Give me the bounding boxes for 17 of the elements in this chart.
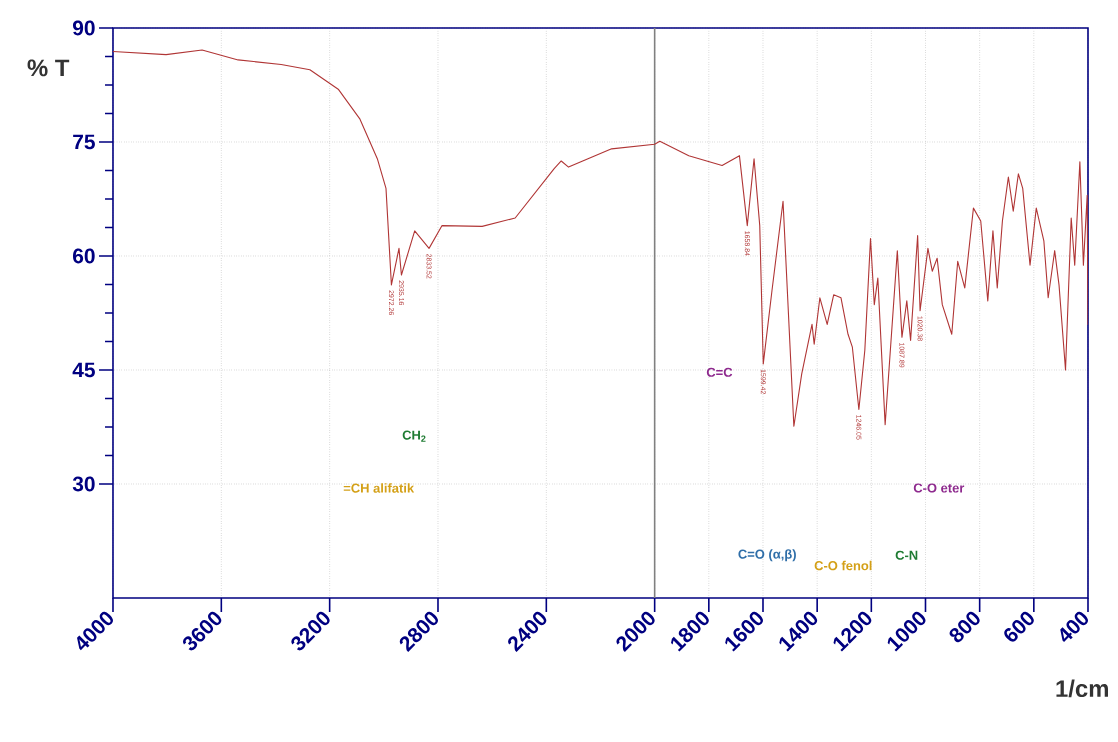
x-tick-label: 400 bbox=[1060, 611, 1088, 642]
y-axis-title: % T bbox=[27, 59, 70, 77]
y-tick-label: 45 bbox=[72, 362, 95, 378]
annotation: =CH alifatik bbox=[343, 483, 415, 493]
x-tick-label: 600 bbox=[1004, 611, 1034, 642]
annotation: C-O eter bbox=[913, 483, 965, 493]
x-tick-label: 800 bbox=[949, 611, 980, 643]
y-tick-label: 90 bbox=[72, 20, 95, 36]
y-tick-label: 75 bbox=[73, 134, 95, 150]
annotation: CH$_{2}$ bbox=[402, 430, 426, 442]
annotation: C=O (α,β) bbox=[738, 549, 796, 562]
annotation: C-N bbox=[895, 550, 918, 560]
annotation: C=C bbox=[706, 367, 733, 377]
x-axis-title: 1/cm bbox=[1056, 679, 1108, 698]
y-tick-label: 60 bbox=[73, 248, 95, 264]
annotation: C-O fenol bbox=[814, 560, 872, 571]
y-tick-label: 30 bbox=[72, 476, 95, 492]
